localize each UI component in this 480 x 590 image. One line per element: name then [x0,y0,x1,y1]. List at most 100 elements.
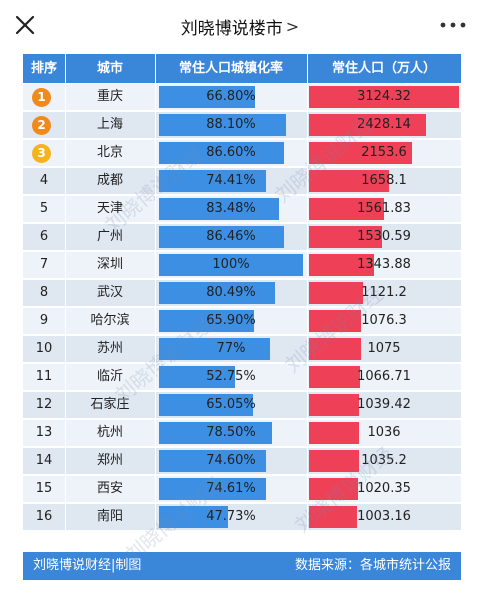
population-label: 1561.83 [357,201,411,216]
rank-cell: 11 [35,369,53,384]
population-label: 1003.16 [357,509,411,524]
population-label: 1036 [367,425,401,440]
rank-cell: 15 [35,481,53,496]
urban-rate-bar [159,450,266,472]
urban-rate-label: 86.46% [206,229,256,244]
population-label: 1039.42 [357,397,411,412]
header-rank: 排序 [30,61,57,76]
urban-rate-label: 74.61% [206,481,256,496]
rank-cell: 10 [35,341,53,356]
column-divider [65,54,66,530]
population-bar [309,450,359,472]
population-bar [309,478,358,500]
population-bar [309,394,359,416]
urban-rate-bar [159,198,279,220]
ranking-table: 排序 城市 常住人口城镇化率 常住人口（万人） 1 重庆 66.80% 3124.32 2 上海… [23,54,461,583]
urban-rate-label: 80.49% [206,285,256,300]
city-cell: 临沂 [96,369,123,384]
population-label: 1020.35 [357,481,411,496]
page-title-link[interactable]: 刘晓博说楼市 > [0,0,480,52]
population-bar [309,310,361,332]
table-row: 8 武汉 80.49% 1121.2 [23,280,461,306]
chevron-right-icon: > [285,16,300,36]
more-button[interactable] [438,12,468,38]
population-bar [309,506,357,528]
urban-rate-bar [159,366,235,388]
urban-rate-bar [159,394,253,416]
header-urban-rate: 常住人口城镇化率 [178,61,283,76]
page-title: 刘晓博说楼市 [180,18,283,39]
urban-rate-bar [159,310,254,332]
table-header: 排序 城市 常住人口城镇化率 常住人口（万人） [23,54,461,83]
table-row: 14 郑州 74.60% 1035.2 [23,448,461,474]
rank-cell: 13 [35,425,53,440]
city-cell: 广州 [96,229,123,244]
population-label: 1075 [367,341,401,356]
rank-cell: 14 [35,453,53,468]
population-bar [309,422,359,444]
urban-rate-label: 52.75% [206,369,256,384]
urban-rate-label: 83.48% [206,201,256,216]
footer-source: 数据来源：各城市统计公报 [294,558,451,573]
population-bar [309,282,363,304]
rank-cell: 6 [39,229,49,244]
more-dots-icon [440,22,466,28]
urban-rate-label: 100% [212,257,250,272]
population-bar [309,226,382,248]
close-button[interactable] [10,10,40,40]
urban-rate-label: 74.41% [206,173,256,188]
city-cell: 北京 [96,145,123,160]
city-cell: 郑州 [96,453,123,468]
column-divider [307,54,308,530]
population-label: 3124.32 [357,89,411,104]
rank-cell: 3 [23,140,65,166]
city-cell: 哈尔滨 [90,313,130,328]
city-cell: 南阳 [96,509,123,524]
urban-rate-label: 77% [216,341,246,356]
urban-rate-bar [159,86,255,108]
city-cell: 杭州 [96,425,123,440]
table-row: 9 哈尔滨 65.90% 1076.3 [23,308,461,334]
urban-rate-label: 78.50% [206,425,256,440]
city-cell: 石家庄 [90,397,130,412]
urban-rate-bar [159,338,270,360]
population-label: 1343.88 [357,257,411,272]
header-city: 城市 [96,61,123,76]
table-row: 1 重庆 66.80% 3124.32 [23,84,461,110]
table-row: 5 天津 83.48% 1561.83 [23,196,461,222]
table-footer: 刘晓博说财经|制图 数据来源：各城市统计公报 [23,552,461,580]
rank-cell: 9 [39,313,49,328]
table-row: 12 石家庄 65.05% 1039.42 [23,392,461,418]
urban-rate-bar [159,282,275,304]
table-row: 11 临沂 52.75% 1066.71 [23,364,461,390]
population-label: 1121.2 [361,285,407,300]
table-row: 3 北京 86.60% 2153.6 [23,140,461,166]
urban-rate-bar [159,506,228,528]
urban-rate-label: 65.90% [206,313,256,328]
top-bar: 刘晓博说楼市 > [0,0,480,52]
urban-rate-bar [159,254,303,276]
urban-rate-bar [159,170,266,192]
rank-medal-icon: 2 [32,116,51,135]
population-bar [309,254,374,276]
urban-rate-label: 47.73% [206,509,256,524]
table-row: 7 深圳 100% 1343.88 [23,252,461,278]
table-row: 16 南阳 47.73% 1003.16 [23,504,461,530]
city-cell: 武汉 [96,285,123,300]
city-cell: 重庆 [96,89,123,104]
rank-cell: 7 [39,257,49,272]
table-row: 13 杭州 78.50% 1036 [23,420,461,446]
population-bar [309,170,389,192]
population-label: 1530.59 [357,229,411,244]
footer-credit: 刘晓博说财经|制图 [33,558,142,573]
urban-rate-bar [159,422,272,444]
urban-rate-bar [159,478,266,500]
urban-rate-label: 66.80% [206,89,256,104]
table-row: 6 广州 86.46% 1530.59 [23,224,461,250]
rank-cell: 5 [39,201,49,216]
urban-rate-bar [159,142,284,164]
population-label: 1035.2 [361,453,407,468]
population-label: 1076.3 [361,313,407,328]
population-label: 1658.1 [361,173,407,188]
table-row: 2 上海 88.10% 2428.14 [23,112,461,138]
